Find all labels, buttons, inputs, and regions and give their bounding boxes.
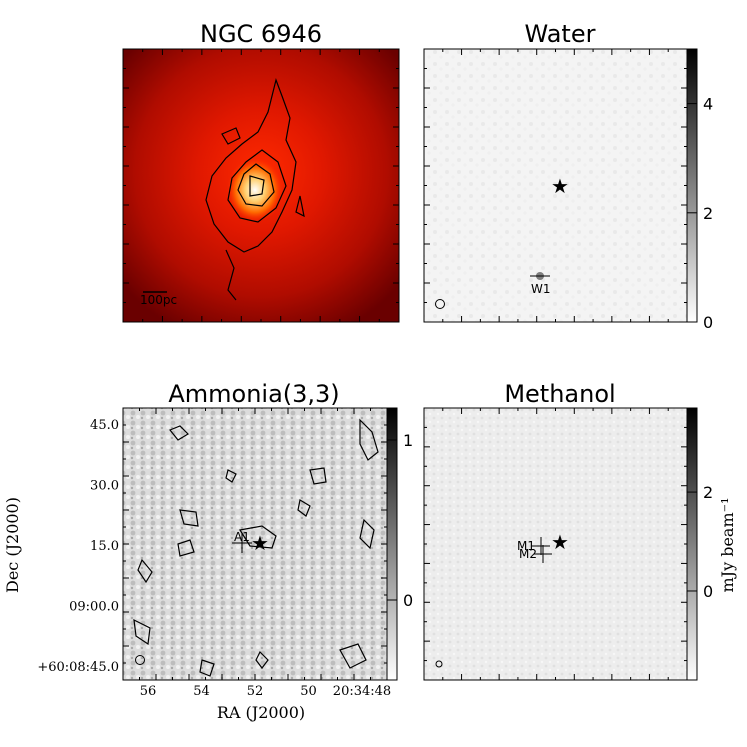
- water-ticks: [424, 49, 687, 322]
- ammonia-y-tick-label: 15.0: [90, 539, 119, 554]
- panel-title-water: Water: [525, 20, 596, 48]
- panel-methanol: Methanol M1 M2 ★ 02 mJy beam⁻¹: [423, 380, 737, 681]
- ammonia-y-tick-label: 30.0: [90, 479, 119, 494]
- water-source-w1-label: W1: [531, 282, 551, 296]
- methanol-colorbar-ticks: 02: [687, 483, 713, 601]
- ammonia-x-tick-labels: 56 54 52 50 20:34:48: [140, 684, 391, 699]
- ammonia-colorbar: [386, 407, 398, 681]
- ammonia-contours: [133, 418, 379, 677]
- methanol-colorbar-tick-label: 2: [703, 483, 713, 502]
- ammonia-colorbar-ticks: 01: [387, 431, 413, 610]
- ammonia-x-tick-label: 54: [193, 684, 210, 699]
- methanol-ticks: [424, 408, 687, 680]
- ammonia-colorbar-tick-label: 0: [403, 591, 413, 610]
- panel-title-ngc6946: NGC 6946: [200, 20, 322, 48]
- ammonia-y-tick-label: +60:08:45.0: [37, 660, 119, 675]
- ngc6946-core: [227, 158, 283, 222]
- ammonia-source-a1-label: A1: [234, 530, 250, 544]
- ammonia-x-tick-label: 56: [140, 684, 157, 699]
- ammonia-y-tick-labels: 45.0 30.0 15.0 09:00.0 +60:08:45.0: [37, 418, 119, 675]
- panel-ngc6946: NGC 6946 100pc: [122, 20, 400, 323]
- ngc6946-ticks: [123, 49, 399, 322]
- ammonia-colorbar-tick-label: 1: [403, 431, 413, 450]
- scalebar-label: 100pc: [140, 293, 177, 307]
- ammonia-x-tick-label: 20:34:48: [333, 684, 391, 699]
- water-colorbar-tick-label: 0: [703, 313, 713, 332]
- methanol-image: [423, 407, 688, 681]
- ammonia-image: [123, 408, 387, 680]
- ammonia-x-axis-label: RA (J2000): [217, 703, 305, 722]
- water-image: [423, 48, 688, 323]
- ammonia-x-tick-label: 50: [300, 684, 317, 699]
- methanol-beam: [435, 660, 443, 668]
- ammonia-x-tick-label: 52: [247, 684, 264, 699]
- methanol-colorbar-label: mJy beam⁻¹: [718, 498, 737, 593]
- ammonia-y-axis-label: Dec (J2000): [3, 497, 22, 593]
- ammonia-y-tick-label: 09:00.0: [69, 600, 119, 615]
- panel-water: Water W1 ★ 0 2 4: [423, 20, 713, 332]
- water-colorbar: [686, 48, 698, 323]
- panel-ammonia: Ammonia(3,3) A1 ★ 56 54 52 50 20:34:48 45.0 3…: [3, 380, 413, 722]
- methanol-star-marker: ★: [551, 530, 569, 554]
- methanol-colorbar: [686, 407, 698, 681]
- ammonia-y-tick-label: 45.0: [90, 418, 119, 433]
- ammonia-star-marker: ★: [251, 531, 269, 555]
- water-star-marker: ★: [551, 174, 569, 198]
- water-beam: [435, 299, 445, 309]
- ammonia-beam: [135, 655, 145, 665]
- methanol-source-m2-label: M2: [519, 547, 537, 561]
- water-colorbar-ticks: 0 2 4: [687, 95, 713, 332]
- methanol-colorbar-tick-label: 0: [703, 582, 713, 601]
- panel-title-ammonia: Ammonia(3,3): [168, 380, 339, 408]
- water-colorbar-tick-label: 4: [703, 95, 713, 114]
- panel-title-methanol: Methanol: [504, 380, 615, 408]
- methanol-source-m1-label: M1: [517, 539, 535, 553]
- ngc6946-contours: [205, 77, 305, 301]
- water-colorbar-tick-label: 2: [703, 204, 713, 223]
